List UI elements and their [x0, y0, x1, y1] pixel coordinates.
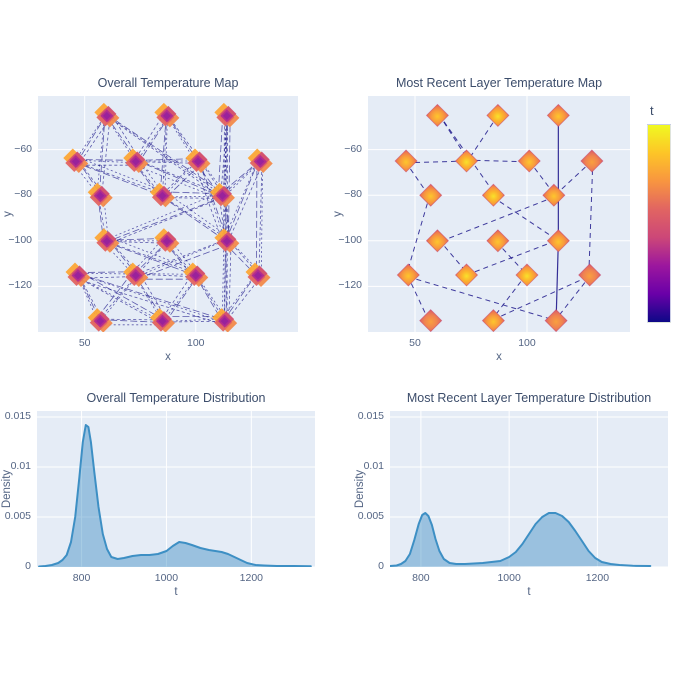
- colorbar: t: [647, 103, 673, 323]
- y-tick-label: 0.01: [363, 460, 384, 472]
- x-tick-label: 50: [78, 337, 91, 349]
- y-tick-label: 0.015: [4, 410, 31, 422]
- y-tick-label: 0.005: [357, 510, 384, 522]
- x-tick-label: 800: [412, 572, 430, 584]
- overall-temperature-map-plot[interactable]: [38, 96, 298, 332]
- subplot-overall-temperature-distribution: Overall Temperature Distribution t Densi…: [1, 391, 315, 598]
- x-tick-label: 1000: [497, 572, 521, 584]
- y-tick-label: 0.01: [10, 460, 31, 472]
- subplot-recent-layer-temperature-distribution: Most Recent Layer Temperature Distributi…: [354, 391, 668, 598]
- x-tick-label: 100: [518, 337, 536, 349]
- y-tick-label: −60: [344, 142, 362, 155]
- x-tick-label: 800: [72, 572, 91, 584]
- colorbar-title: t: [650, 103, 654, 118]
- x-axis-title: t: [527, 586, 531, 598]
- y-axis-title: Density: [354, 469, 367, 509]
- subplot-recent-layer-temperature-map: Most Recent Layer Temperature Map x y 50…: [332, 76, 630, 363]
- y-tick-label: 0: [378, 560, 384, 572]
- plot-title-overall-map: Overall Temperature Map: [97, 76, 239, 90]
- y-tick-label: −120: [338, 279, 362, 292]
- x-tick-label: 1200: [239, 572, 263, 584]
- x-axis-title: x: [496, 351, 502, 363]
- y-tick-label: −120: [8, 279, 32, 292]
- x-tick-label: 100: [187, 337, 205, 349]
- x-axis-title: t: [174, 586, 178, 598]
- y-tick-label: −80: [14, 188, 32, 201]
- y-tick-label: 0.005: [4, 510, 31, 522]
- y-axis-title: y: [332, 211, 344, 217]
- y-tick-label: 0: [25, 560, 31, 572]
- y-tick-label: −100: [8, 233, 32, 246]
- x-tick-label: 1000: [154, 572, 179, 584]
- plot-title-overall-dist: Overall Temperature Distribution: [86, 391, 266, 405]
- x-axis-title: x: [165, 351, 171, 363]
- colorbar-gradient: [647, 124, 671, 323]
- y-tick-label: −100: [338, 233, 362, 246]
- recent-layer-temperature-distribution-plot[interactable]: [390, 411, 668, 567]
- subplot-overall-temperature-map: Overall Temperature Map x y 50 100 −60 −80 −…: [2, 76, 298, 363]
- plot-title-recent-map: Most Recent Layer Temperature Map: [395, 76, 603, 90]
- recent-layer-temperature-map-plot[interactable]: [368, 96, 630, 332]
- overall-temperature-distribution-plot[interactable]: [37, 411, 315, 567]
- y-tick-label: 0.015: [357, 410, 384, 422]
- y-axis-title: Density: [1, 469, 14, 509]
- y-tick-label: −60: [14, 142, 32, 155]
- x-tick-label: 50: [409, 337, 421, 349]
- y-axis-title: y: [2, 211, 14, 217]
- y-tick-label: −80: [344, 188, 362, 201]
- plot-title-recent-dist: Most Recent Layer Temperature Distributi…: [406, 391, 652, 405]
- x-tick-label: 1200: [585, 572, 610, 584]
